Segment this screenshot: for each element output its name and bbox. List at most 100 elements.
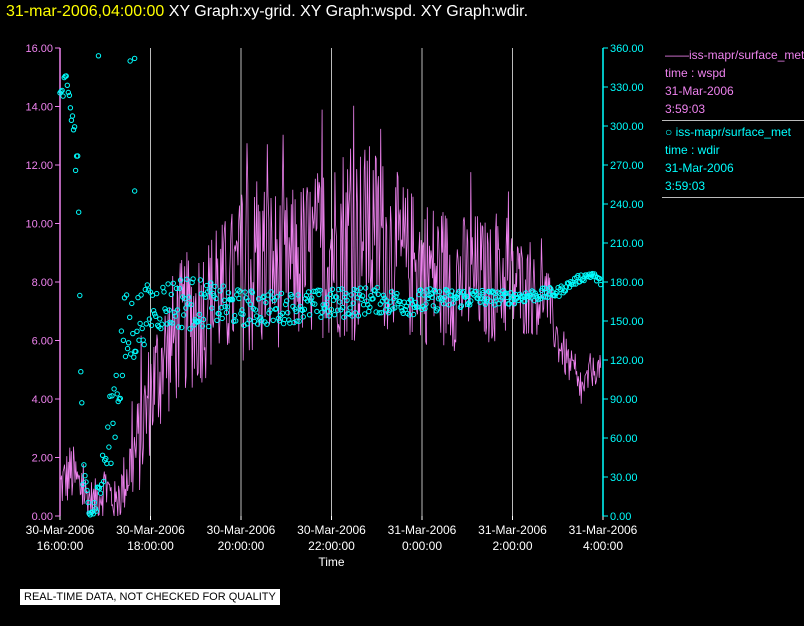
series-wdir-point — [103, 455, 109, 462]
series-wdir-point — [203, 282, 210, 289]
series-wdir-point — [460, 288, 467, 295]
series-wdir-point — [107, 393, 113, 399]
series-wdir-point — [285, 310, 291, 316]
legend: ——iss-mapr/surface_met time : wspd 31-Ma… — [662, 46, 804, 200]
series-wdir-point — [130, 330, 136, 337]
legend-entry-wdir[interactable]: ○ iss-mapr/surface_met time : wdir 31-Ma… — [662, 123, 804, 198]
series-wdir-point — [118, 328, 125, 334]
series-wdir-point — [319, 309, 325, 315]
series-wdir-point — [327, 291, 334, 297]
legend-entry-wspd[interactable]: ——iss-mapr/surface_met time : wspd 31-Ma… — [662, 46, 804, 121]
series-wdir-point — [172, 313, 179, 319]
series-wdir-point — [69, 113, 76, 119]
x-tick-label-time: 18:00:00 — [127, 539, 174, 553]
y-right-tick-label: 30.00 — [610, 472, 638, 484]
series-wdir-point — [345, 310, 351, 316]
series-wdir-point — [222, 304, 229, 310]
series-wdir-point — [411, 304, 418, 310]
series-wdir-point — [207, 287, 213, 293]
series-wdir-point — [219, 315, 225, 322]
series-wdir-point — [75, 153, 81, 159]
series-wdir-point — [97, 490, 104, 496]
series-wdir-point — [334, 307, 341, 313]
series-wdir-point — [122, 353, 129, 360]
x-tick-label-time: 20:00:00 — [218, 539, 265, 553]
series-wdir-point — [442, 294, 448, 301]
series-wdir-point — [464, 301, 471, 307]
series-wdir-point — [112, 434, 118, 440]
series-wdir-point — [240, 311, 246, 317]
series-wdir-point — [138, 292, 144, 298]
series-wdir-point — [127, 314, 133, 320]
series-wdir-point — [598, 281, 604, 288]
series-wdir-point — [93, 508, 100, 514]
series-wdir-point — [389, 289, 395, 295]
series-wdir-point — [284, 298, 290, 304]
series-wdir-point — [117, 395, 124, 402]
series-wdir-point — [267, 307, 273, 313]
series-wdir-point — [70, 127, 77, 133]
series-wdir-point — [289, 294, 295, 300]
series-wdir-point — [575, 273, 581, 279]
series-wdir-point — [78, 369, 84, 375]
series-wdir-point — [60, 93, 66, 99]
series-wdir-point — [581, 277, 587, 284]
series-wdir-point — [271, 297, 277, 304]
series-wdir-point — [120, 337, 127, 343]
series-wdir-point — [111, 386, 117, 392]
series-wdir-point — [363, 285, 369, 291]
series-wdir-point — [217, 288, 223, 294]
series-wdir-point — [458, 303, 465, 309]
series-wdir-point — [65, 89, 72, 96]
series-wdir-point — [160, 284, 166, 291]
series-wdir-point — [331, 312, 338, 318]
series-wdir-point — [209, 305, 215, 311]
series-wdir-point — [83, 479, 89, 485]
series-wdir-point — [82, 473, 88, 479]
series-wdir-point — [108, 460, 114, 466]
series-wdir-point — [246, 317, 253, 323]
series-wdir-point — [131, 55, 138, 62]
y-left-tick-label: 2.00 — [32, 453, 53, 465]
series-wdir-point — [202, 294, 209, 300]
series-wdir-point — [81, 462, 87, 468]
series-wdir-point — [362, 311, 368, 317]
series-wdir-point — [328, 307, 335, 313]
series-wdir-point — [260, 294, 266, 301]
series-wdir-point — [225, 290, 232, 296]
series-wdir-point — [556, 293, 562, 299]
x-tick-label-date: 30-Mar-2006 — [116, 523, 185, 537]
y-right-tick-label: 330.00 — [610, 82, 644, 94]
series-wdir-point — [196, 311, 203, 318]
series-wdir-point — [141, 341, 147, 348]
series-wdir-point — [242, 289, 248, 295]
series-wdir-point — [317, 287, 323, 294]
series-wdir-point — [169, 320, 176, 326]
y-left-tick-label: 16.00 — [25, 43, 53, 55]
series-wdir-point — [306, 312, 313, 318]
series-wdir-point — [248, 288, 255, 294]
series-wdir-point — [270, 317, 276, 323]
series-wdir-point — [468, 298, 474, 304]
series-wdir-point — [274, 294, 280, 300]
series-wdir-point — [579, 277, 585, 283]
series-wdir-point — [244, 321, 250, 327]
series-wdir-point — [388, 299, 394, 305]
series-wdir-point — [161, 289, 167, 295]
x-tick-label-date: 30-Mar-2006 — [297, 523, 366, 537]
series-wdir-point — [170, 280, 177, 286]
legend-series-date: 31-Mar-2006 — [665, 84, 734, 98]
x-axis-label: Time — [318, 555, 345, 569]
series-wdir-point — [221, 297, 228, 303]
series-wdir-point — [482, 301, 488, 307]
series-wdir-point — [378, 310, 384, 316]
series-wdir-point — [96, 485, 103, 491]
series-wdir-point — [259, 318, 265, 324]
series-wdir-point — [154, 290, 160, 297]
y-right-tick-label: 150.00 — [610, 316, 644, 328]
series-wdir-point — [309, 295, 315, 301]
series-wdir-point — [264, 321, 270, 327]
series-wdir-point — [237, 288, 243, 294]
series-wdir-point — [532, 290, 538, 296]
